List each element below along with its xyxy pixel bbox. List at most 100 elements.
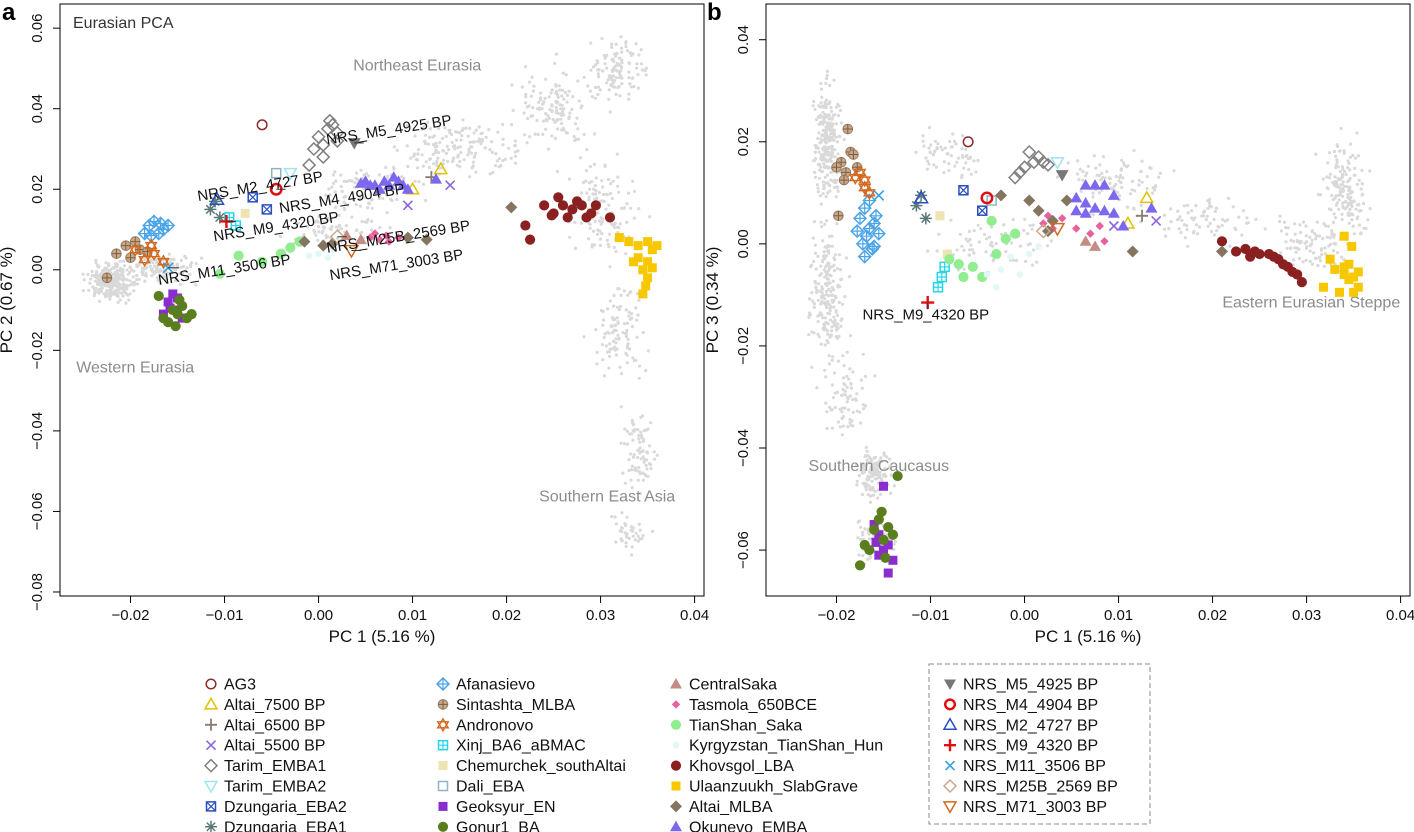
reference-point <box>1100 171 1104 175</box>
reference-point <box>598 88 602 92</box>
reference-point <box>626 321 630 325</box>
reference-point <box>861 403 865 407</box>
legend-item-khovsgol-lba: Khovsgol_LBA <box>670 758 794 775</box>
reference-point <box>1320 252 1324 257</box>
point-afanasievo <box>867 239 882 254</box>
reference-point <box>330 185 334 189</box>
reference-point <box>645 450 649 454</box>
series-chemurchek-southaltai <box>240 208 250 218</box>
reference-point <box>604 192 609 196</box>
reference-point <box>1145 187 1149 191</box>
reference-point <box>541 102 545 106</box>
reference-point <box>618 529 622 533</box>
reference-point <box>935 249 939 253</box>
reference-point <box>1330 193 1334 198</box>
reference-point <box>126 272 131 276</box>
series-sintashta-mlba <box>831 123 863 222</box>
reference-point <box>859 378 864 382</box>
point-tasmola-650bce <box>1048 224 1057 233</box>
reference-point <box>1334 165 1338 170</box>
reference-point <box>582 132 586 137</box>
reference-point <box>832 315 836 319</box>
reference-point <box>949 145 954 149</box>
reference-point <box>1117 179 1121 183</box>
reference-point <box>866 460 870 464</box>
reference-point <box>509 123 514 127</box>
reference-point <box>347 179 351 183</box>
reference-point <box>828 234 832 238</box>
reference-point <box>125 268 129 272</box>
legend-column-3: CentralSakaTasmola_650BCETianShan_SakaKy… <box>670 677 883 832</box>
reference-point <box>104 284 108 288</box>
point-khovsgol-lba <box>1230 246 1242 257</box>
reference-point <box>958 232 963 236</box>
point-tarim-emba1 <box>322 113 337 128</box>
reference-point <box>824 98 829 102</box>
point-okunevo-emba <box>430 173 443 184</box>
reference-point <box>827 183 831 187</box>
reference-point <box>1002 223 1006 227</box>
point-kyrgyzstan-tianshan-hun <box>1035 243 1042 250</box>
reference-point <box>132 289 136 293</box>
reference-point <box>829 289 833 293</box>
point-altai-mlba <box>995 189 1008 202</box>
reference-point <box>831 396 836 400</box>
reference-point <box>607 203 611 207</box>
reference-point <box>822 254 826 258</box>
point-dzungaria-eba2 <box>976 205 988 216</box>
reference-point <box>1308 259 1312 263</box>
reference-point <box>623 322 627 326</box>
point-altai-mlba <box>401 231 414 244</box>
point-tarim-emba1 <box>311 129 326 144</box>
reference-point <box>1322 222 1326 226</box>
reference-point <box>153 270 157 274</box>
reference-point <box>1178 215 1182 219</box>
reference-point <box>1348 155 1353 159</box>
reference-point <box>509 156 513 160</box>
reference-point <box>1330 233 1334 237</box>
reference-point <box>821 110 825 114</box>
reference-point <box>827 362 832 366</box>
y-tick-label: 0.00 <box>29 255 46 284</box>
reference-point <box>630 85 634 89</box>
reference-point <box>1344 173 1348 177</box>
reference-point <box>1304 234 1308 238</box>
reference-point <box>884 455 889 459</box>
reference-point <box>813 243 818 247</box>
point-ulaanzuukh-slabgrave <box>614 233 624 243</box>
legend-marker-dali-eba <box>437 780 449 792</box>
reference-point <box>114 274 118 278</box>
reference-point <box>522 111 526 115</box>
legend-marker-geoksyur-en <box>438 801 448 811</box>
reference-point <box>178 272 182 276</box>
point-altai-mlba <box>1060 194 1073 207</box>
reference-point <box>834 122 839 126</box>
reference-point <box>340 189 344 193</box>
reference-point <box>812 159 816 163</box>
reference-point <box>826 150 830 154</box>
point-ulaanzuukh-slabgrave <box>643 273 653 283</box>
legend-marker-nrs-m2-4727-bp <box>942 717 958 731</box>
reference-point <box>620 61 624 65</box>
reference-point <box>1327 207 1332 211</box>
point-kyrgyzstan-tianshan-hun <box>1025 250 1033 258</box>
reference-point <box>816 332 820 336</box>
reference-point <box>845 374 849 378</box>
reference-point <box>866 493 870 497</box>
reference-point <box>634 531 638 535</box>
reference-point <box>841 424 845 428</box>
reference-point <box>826 341 830 345</box>
reference-point <box>458 145 463 149</box>
reference-point <box>1338 190 1342 194</box>
reference-point <box>1353 166 1357 170</box>
point-chemurchek-southaltai <box>942 249 952 259</box>
reference-point <box>1335 183 1339 187</box>
reference-point <box>641 330 645 335</box>
reference-point <box>864 488 868 492</box>
reference-point <box>547 95 551 99</box>
legend-marker-andronovo <box>436 717 450 733</box>
reference-point <box>619 293 623 297</box>
reference-point <box>620 539 624 543</box>
